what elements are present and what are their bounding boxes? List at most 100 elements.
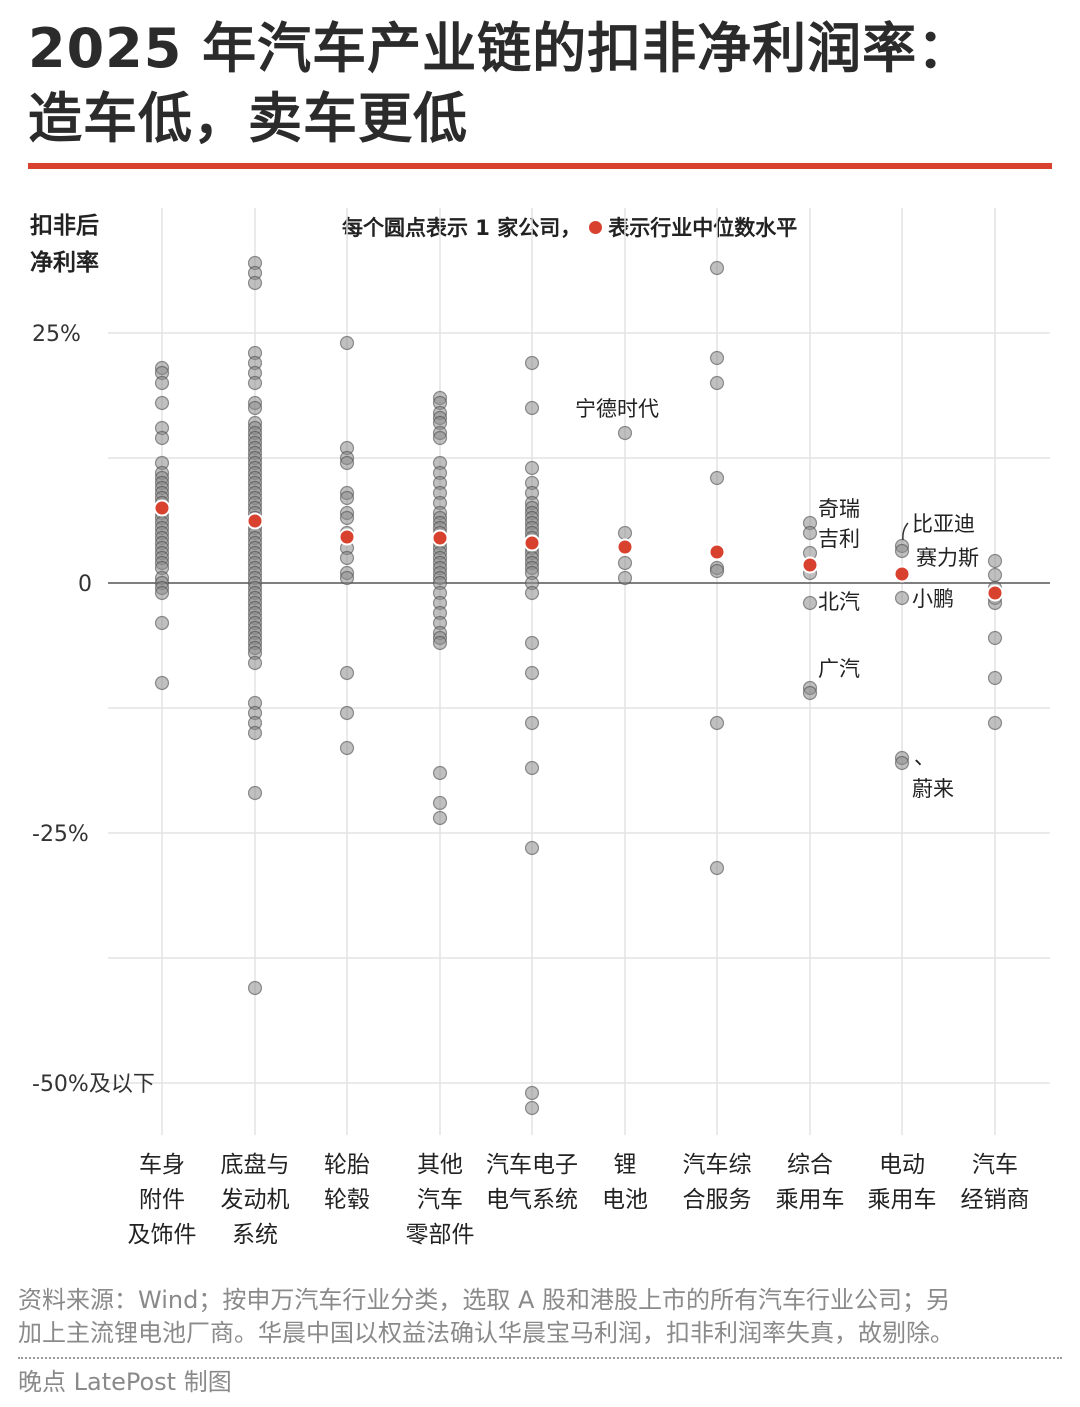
company-dot — [154, 675, 170, 691]
legend: 每个圆点表示 1 家公司， 表示行业中位数水平 — [342, 212, 797, 242]
annotation-label: 宁德时代 — [575, 397, 659, 421]
annotation-label: 蔚来 — [912, 777, 954, 801]
company-dot — [802, 685, 818, 701]
median-dot — [986, 584, 1004, 602]
company-dot — [617, 525, 633, 541]
company-dot — [524, 635, 540, 651]
company-dot — [154, 395, 170, 411]
company-dot — [432, 810, 448, 826]
chart-title: 2025 年汽车产业链的扣非净利润率： 造车低，卖车更低 — [28, 14, 1058, 154]
company-dot — [894, 543, 910, 559]
y-tick-label: -50%及以下 — [32, 1072, 155, 1097]
company-dot — [617, 570, 633, 586]
x-tick-label: 乘用车 — [868, 1187, 937, 1213]
company-dot — [524, 840, 540, 856]
x-tick-label: 汽车 — [972, 1152, 1018, 1178]
median-dot — [431, 529, 449, 547]
x-tick-label: 发动机 — [221, 1187, 290, 1213]
x-tick-label: 电气系统 — [486, 1187, 578, 1213]
annotation-label: 、 — [914, 745, 935, 769]
company-dot — [339, 740, 355, 756]
x-tick-label: 电池 — [602, 1187, 648, 1213]
x-tick-label: 汽车 — [417, 1187, 463, 1213]
company-dot — [339, 550, 355, 566]
company-dot — [709, 350, 725, 366]
annotation-label: 北汽 — [818, 590, 860, 614]
median-dot — [801, 556, 819, 574]
x-tick-label: 锂 — [614, 1152, 637, 1178]
company-dot — [524, 665, 540, 681]
company-dot — [247, 785, 263, 801]
title-rule — [28, 163, 1052, 169]
company-dot — [154, 430, 170, 446]
median-dot — [893, 565, 911, 583]
x-tick-label: 附件 — [139, 1187, 185, 1213]
source-note: 资料来源：Wind；按申万汽车行业分类，选取 A 股和港股上市的所有汽车行业公司… — [18, 1284, 1058, 1350]
company-dot — [339, 665, 355, 681]
x-tick-label: 其他 — [417, 1152, 463, 1178]
company-dot — [247, 655, 263, 671]
source-line2: 加上主流锂电池厂商。华晨中国以权益法确认华晨宝马利润，扣非利润率失真，故剔除。 — [18, 1319, 954, 1347]
x-tick-label: 车身 — [139, 1152, 185, 1178]
footer-divider — [18, 1357, 1062, 1359]
x-tick-label: 经销商 — [961, 1187, 1030, 1213]
company-dot — [432, 430, 448, 446]
legend-suffix: 表示行业中位数水平 — [608, 216, 798, 240]
company-dot — [709, 563, 725, 579]
annotation-label: 吉利 — [818, 527, 860, 551]
x-tick-label: 轮毂 — [324, 1187, 370, 1213]
x-tick-label: 轮胎 — [324, 1152, 370, 1178]
y-axis-label-line2: 净利率 — [30, 250, 99, 276]
company-dot — [524, 760, 540, 776]
legend-prefix: 每个圆点表示 1 家公司， — [342, 216, 582, 240]
median-dot — [246, 512, 264, 530]
annotation-label: 比亚迪 — [912, 512, 975, 536]
x-tick-label: 汽车电子 — [486, 1152, 578, 1178]
median-dot — [616, 538, 634, 556]
company-dot — [247, 400, 263, 416]
source-line1: 资料来源：Wind；按申万汽车行业分类，选取 A 股和港股上市的所有汽车行业公司… — [18, 1286, 950, 1314]
x-tick-label: 底盘与 — [221, 1152, 290, 1178]
company-dot — [524, 1085, 540, 1101]
company-dot — [987, 715, 1003, 731]
x-tick-label: 零部件 — [406, 1222, 475, 1248]
company-dot — [617, 555, 633, 571]
company-dot — [247, 375, 263, 391]
company-dot — [987, 567, 1003, 583]
annotation-label: 奇瑞 — [818, 497, 860, 521]
x-tick-label: 系统 — [232, 1222, 278, 1248]
x-tick-label: 综合 — [787, 1152, 833, 1178]
annotation-label: 赛力斯 — [916, 546, 979, 570]
annotation-label: 小鹏 — [912, 587, 954, 611]
company-dot — [709, 375, 725, 391]
y-axis-label: 扣非后 净利率 — [30, 208, 99, 282]
company-dot — [154, 615, 170, 631]
company-dot — [339, 490, 355, 506]
company-dot — [617, 425, 633, 441]
company-dot — [802, 525, 818, 541]
company-dot — [709, 260, 725, 276]
chart-title-line2: 造车低，卖车更低 — [28, 87, 468, 150]
x-tick-label: 电动 — [879, 1152, 925, 1178]
company-dot — [524, 400, 540, 416]
company-dot — [709, 715, 725, 731]
company-dot — [802, 595, 818, 611]
median-dot — [708, 543, 726, 561]
y-tick-label: 25% — [32, 322, 81, 347]
company-dot — [524, 585, 540, 601]
company-dot — [432, 635, 448, 651]
company-dot — [987, 553, 1003, 569]
y-tick-label: 0 — [78, 572, 92, 597]
company-dot — [247, 725, 263, 741]
annotation-label: 广汽 — [818, 657, 860, 681]
credit: 晚点 LatePost 制图 — [18, 1368, 232, 1396]
company-dot — [524, 355, 540, 371]
company-dot — [432, 765, 448, 781]
annotation-leader — [902, 522, 909, 541]
company-dot — [524, 460, 540, 476]
company-dot — [339, 335, 355, 351]
scatter-chart: 25%0-25%-50%及以下车身附件及饰件底盘与发动机系统轮胎轮毂其他汽车零部… — [32, 208, 1050, 1248]
company-dot — [339, 570, 355, 586]
y-axis-label-line1: 扣非后 — [30, 213, 99, 239]
company-dot — [987, 630, 1003, 646]
